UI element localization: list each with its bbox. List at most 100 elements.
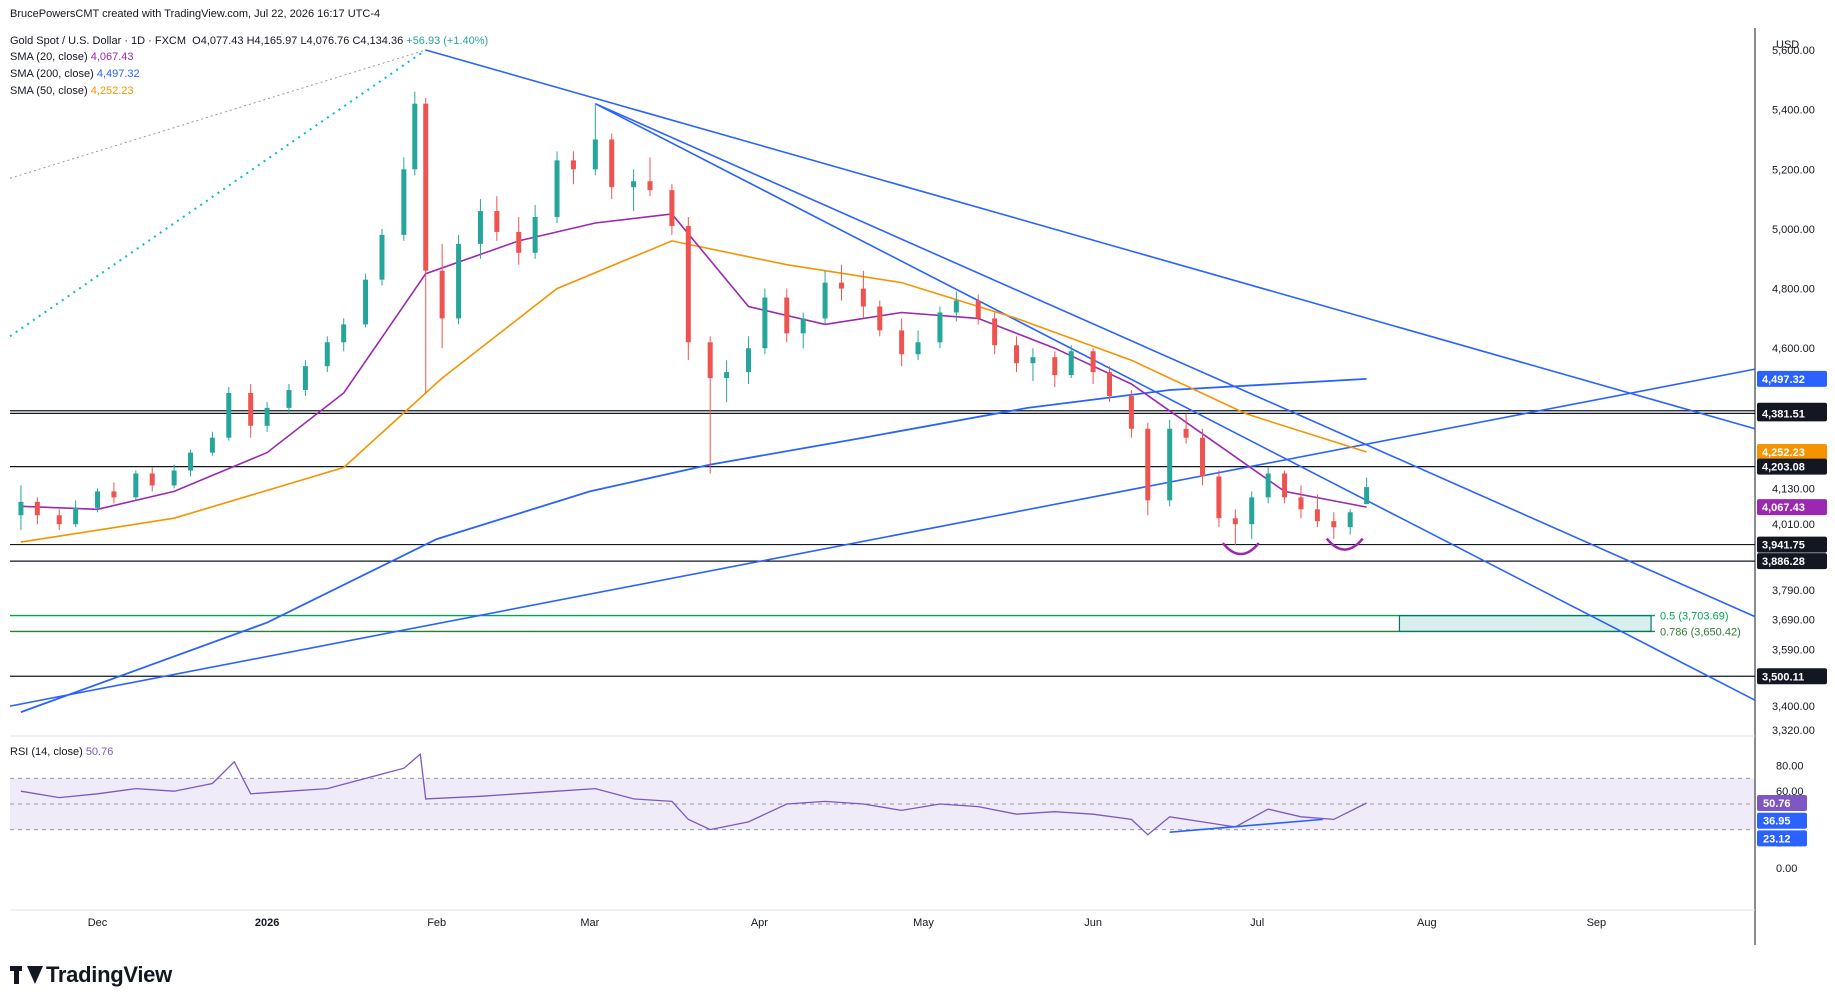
candle-body xyxy=(745,348,751,373)
y-tick-label: 3,690.00 xyxy=(1772,615,1815,627)
candle-body xyxy=(1145,428,1151,501)
brand-text: TradingView xyxy=(46,962,172,987)
candle-body xyxy=(1314,509,1320,522)
symbol-legend: Gold Spot / U.S. Dollar · 1D · FXCM O4,0… xyxy=(10,35,488,47)
ohlc-high: H4,165.97 xyxy=(246,35,298,47)
candle-body xyxy=(592,139,598,170)
candle-body xyxy=(1347,512,1353,528)
candle-body xyxy=(1183,428,1189,438)
sma20-legend[interactable]: SMA (20, close) 4,067.43 xyxy=(10,51,134,63)
price-label-text: 4,497.32 xyxy=(1762,374,1805,386)
price-label-text: 3,500.11 xyxy=(1762,671,1804,683)
candle-body xyxy=(992,318,998,346)
trendline xyxy=(425,49,1756,430)
y-tick-label: 3,590.00 xyxy=(1772,644,1815,656)
candle-body xyxy=(685,225,691,343)
candle-body xyxy=(412,103,418,170)
candle-body xyxy=(341,324,347,343)
candle-body xyxy=(95,491,101,508)
candle-body xyxy=(1364,487,1370,505)
currency-label: USD xyxy=(1776,39,1799,51)
candle-body xyxy=(669,190,675,226)
candle-body xyxy=(286,390,292,408)
rsi-line xyxy=(20,752,1367,836)
y-tick-label: 5,200.00 xyxy=(1772,164,1815,176)
price-label-badge xyxy=(1757,536,1827,553)
candle-body xyxy=(1107,372,1113,396)
candle-body xyxy=(149,473,155,486)
candle-body xyxy=(1216,476,1222,519)
chart-credit: BrucePowersCMT created with TradingView.… xyxy=(10,8,381,20)
double-bottom-arc xyxy=(1325,537,1364,551)
price-label-badge xyxy=(1757,458,1827,475)
target-zone xyxy=(1398,614,1652,633)
rsi-level-badge xyxy=(1757,830,1807,847)
sma200-value: 4,497.32 xyxy=(96,68,140,80)
rsi-level-badge xyxy=(1757,812,1807,829)
price-label-text: 4,203.08 xyxy=(1762,462,1805,474)
candle-body xyxy=(363,279,369,325)
y-tick-label: 5,600.00 xyxy=(1772,45,1815,57)
candle-body xyxy=(133,473,139,498)
x-tick-label: 2026 xyxy=(255,917,279,929)
fib-level-label: 0.5 (3,703.69) xyxy=(1660,611,1729,623)
candle-body xyxy=(1200,437,1206,477)
candle-body xyxy=(937,312,943,343)
candle-body xyxy=(477,211,483,244)
ohlc-close: C4,134.36 xyxy=(352,35,404,47)
x-tick-label: Sep xyxy=(1587,917,1607,929)
candle-body xyxy=(707,342,713,379)
sma50-legend[interactable]: SMA (50, close) 4,252.23 xyxy=(10,85,134,97)
double-bottom-arc xyxy=(1221,542,1260,556)
sma200-legend[interactable]: SMA (200, close) 4,497.32 xyxy=(10,68,140,80)
x-tick-label: Mar xyxy=(580,917,599,929)
rsi-legend[interactable]: RSI (14, close) 50.76 xyxy=(10,746,113,758)
candle-body xyxy=(264,407,270,426)
candle-body xyxy=(1030,357,1036,364)
candle-body xyxy=(188,452,194,471)
candle-body xyxy=(899,330,905,355)
rsi-level-text: 36.95 xyxy=(1763,816,1791,828)
candle-body xyxy=(1014,345,1020,364)
y-tick-label: 4,600.00 xyxy=(1772,343,1815,355)
candle-body xyxy=(209,437,215,453)
candle-body xyxy=(248,392,254,426)
projection-line xyxy=(9,49,427,338)
candle-body xyxy=(302,366,308,390)
candle-body xyxy=(226,392,232,438)
candle-body xyxy=(570,160,576,170)
price-label-badge xyxy=(1757,553,1827,570)
sma200-line xyxy=(20,378,1367,713)
rsi-label: RSI (14, close) xyxy=(10,746,83,758)
candle-body xyxy=(1232,518,1238,525)
candle-body xyxy=(456,243,462,319)
price-label-badge xyxy=(1757,668,1827,685)
candle-body xyxy=(975,300,981,319)
candle-body xyxy=(647,181,653,191)
candle-body xyxy=(915,342,921,355)
candle-body xyxy=(516,231,522,253)
trendline xyxy=(594,102,1756,701)
candle-body xyxy=(953,300,959,313)
candle-body xyxy=(494,211,500,232)
candle-body xyxy=(532,217,538,253)
sma50-label: SMA (50, close) xyxy=(10,85,88,97)
price-label-badge xyxy=(1757,499,1827,516)
x-tick-label: Apr xyxy=(751,917,768,929)
rsi-y-tick-label: 80.00 xyxy=(1776,761,1804,773)
candle-body xyxy=(1265,473,1271,498)
candle-body xyxy=(800,318,806,334)
candle-body xyxy=(1298,497,1304,510)
candle-body xyxy=(838,282,844,289)
candle-body xyxy=(401,169,407,235)
candle-body xyxy=(34,501,40,516)
sma200-label: SMA (200, close) xyxy=(10,68,94,80)
tradingview-logo[interactable]: TradingView xyxy=(10,962,172,988)
ohlc-open: O4,077.43 xyxy=(192,35,244,47)
rsi-level-badge xyxy=(1757,795,1807,812)
sma20-line xyxy=(20,213,1367,511)
candle-body xyxy=(1331,521,1337,528)
y-tick-label: 4,800.00 xyxy=(1772,284,1815,296)
candle-body xyxy=(111,491,117,498)
